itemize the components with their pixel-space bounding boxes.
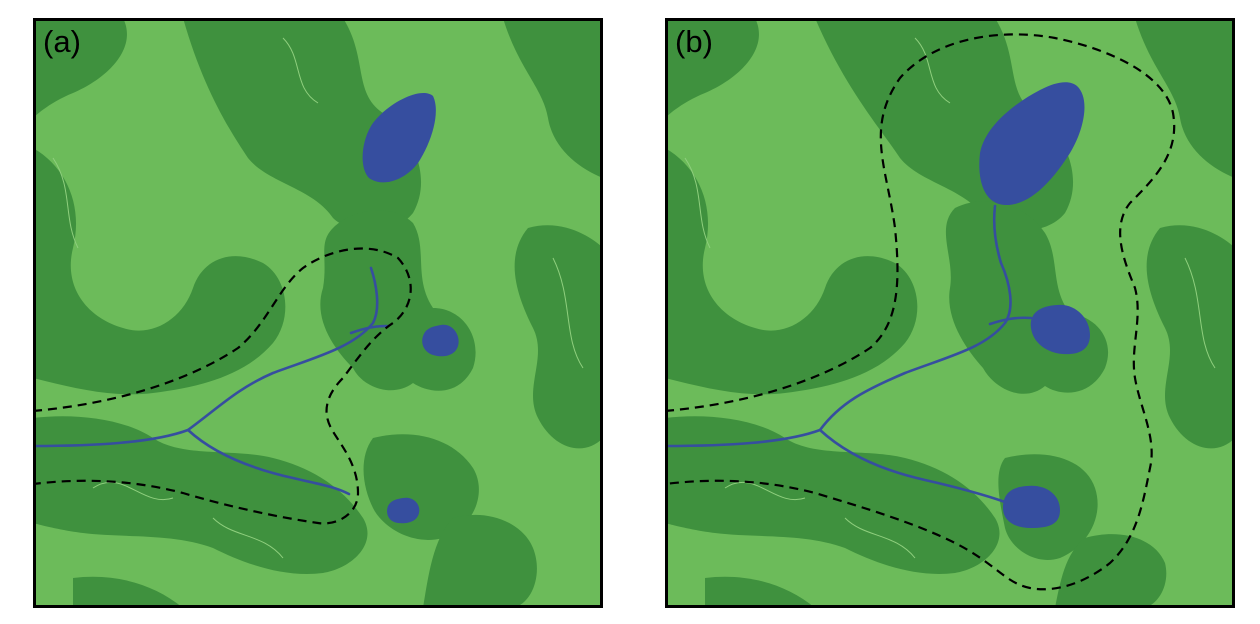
river-east-branch	[349, 324, 389, 335]
river-south-branch	[818, 428, 1007, 504]
panel-frame	[33, 18, 603, 608]
lake-south	[1003, 485, 1060, 528]
river-main-channel	[33, 266, 379, 448]
lakes	[979, 82, 1090, 528]
panel-a: (a)	[33, 18, 603, 608]
lake-east	[1030, 304, 1090, 355]
lake-east	[422, 324, 459, 357]
faint-contour-lines	[52, 37, 584, 559]
panel-label: (b)	[675, 24, 713, 59]
faint-contour-lines	[684, 37, 1216, 559]
lake-south	[387, 497, 420, 524]
lake-north	[979, 82, 1085, 206]
dark-green-terrain	[33, 18, 603, 608]
lakes	[362, 93, 459, 524]
panel-b: (b)	[665, 18, 1235, 608]
panel-a-map	[33, 18, 603, 608]
lake-north	[362, 93, 436, 183]
river-network	[33, 266, 389, 496]
panel-frame	[665, 18, 1235, 608]
river-east-branch	[988, 316, 1033, 326]
panel-label: (a)	[43, 24, 81, 59]
catchment-boundary-dashed	[33, 247, 412, 525]
catchment-boundary-dashed	[665, 33, 1176, 591]
river-south-branch	[186, 428, 351, 496]
panel-b-map	[665, 18, 1235, 608]
river-network	[665, 204, 1033, 504]
river-main-channel	[665, 204, 1012, 448]
